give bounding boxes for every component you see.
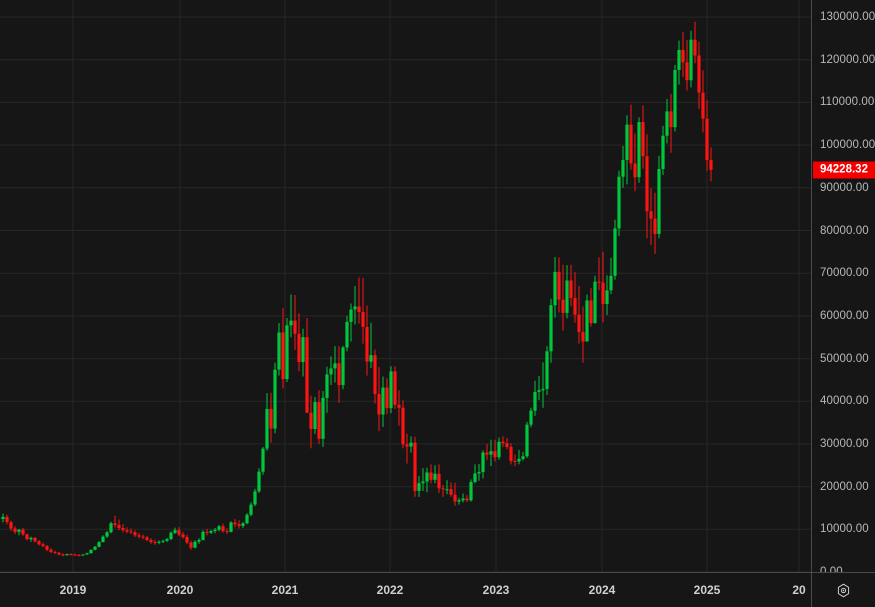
price-axis-tick: 20000.00: [820, 480, 869, 493]
price-axis-tick: 80000.00: [820, 224, 869, 237]
time-axis-tick: 2022: [376, 583, 404, 597]
time-axis-tick: 2023: [482, 583, 510, 597]
price-axis-tick: 30000.00: [820, 437, 869, 450]
candlestick-series: [1, 21, 713, 557]
time-axis-tick: 2020: [166, 583, 194, 597]
time-axis-tick: 20: [792, 583, 806, 597]
price-axis-tick: 90000.00: [820, 181, 869, 194]
price-axis[interactable]: 94228.32 130000.00 120000.00 110000.00 1000…: [811, 0, 875, 578]
crosshair-target-icon: [837, 583, 850, 597]
chart-reset-scale-button[interactable]: [811, 572, 875, 607]
price-axis-tick: 120000.00: [820, 53, 875, 66]
price-axis-tick: 50000.00: [820, 352, 869, 365]
price-axis-tick: 100000.00: [820, 139, 875, 152]
price-axis-tick: 40000.00: [820, 395, 869, 408]
price-axis-tick: 60000.00: [820, 309, 869, 322]
price-axis-tick: 10000.00: [820, 523, 869, 536]
time-axis-tick: 2019: [59, 583, 87, 597]
last-price-badge: 94228.32: [813, 161, 875, 179]
price-axis-tick: 110000.00: [820, 96, 875, 109]
time-axis-tick: 2025: [693, 583, 721, 597]
price-axis-tick: 70000.00: [820, 267, 869, 280]
time-axis-tick: 2024: [588, 583, 616, 597]
price-axis-tick: 130000.00: [820, 11, 875, 24]
chart-gridlines: [0, 0, 811, 572]
time-axis-tick: 2021: [271, 583, 299, 597]
time-axis[interactable]: 2019 2020 2021 2022 2023 2024 2025 20: [0, 572, 811, 607]
chart-plot-area[interactable]: [0, 0, 811, 572]
